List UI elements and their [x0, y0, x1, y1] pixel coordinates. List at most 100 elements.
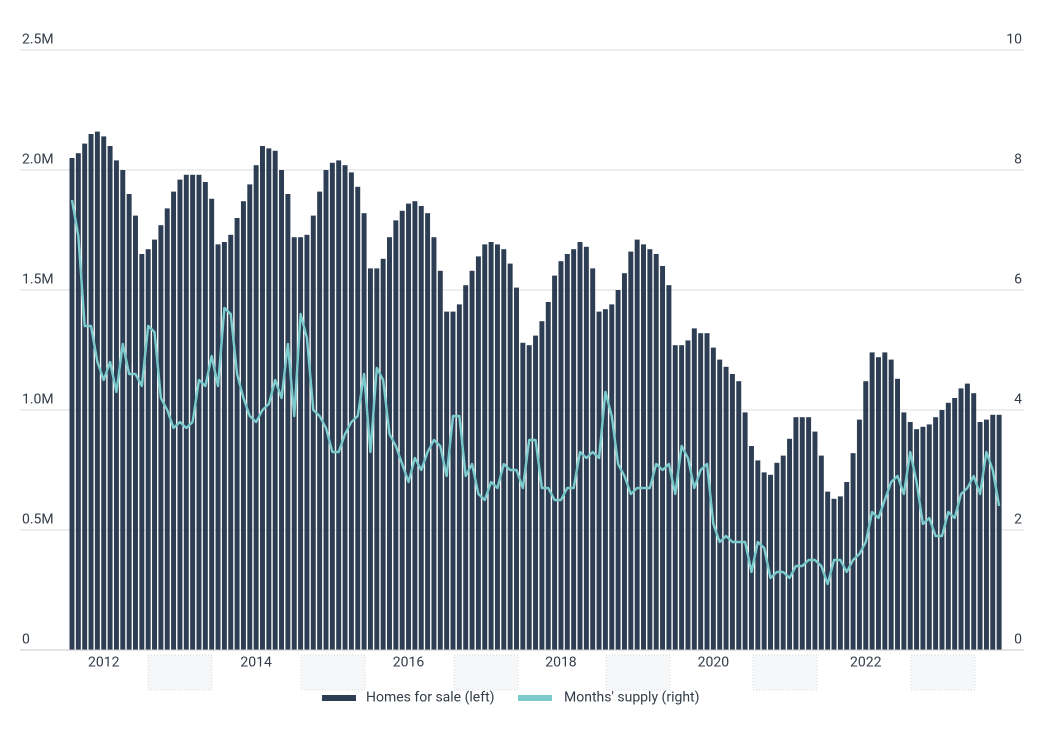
x-tick-label: 2020	[698, 655, 730, 671]
y-tick-label: 2.0M	[22, 152, 54, 168]
bar	[971, 393, 977, 650]
bar	[761, 472, 767, 650]
bar	[279, 170, 285, 650]
bar	[799, 417, 805, 650]
bar	[609, 304, 615, 650]
y-tick-label: 1.0M	[22, 392, 54, 408]
bar	[418, 206, 424, 650]
bar	[964, 383, 970, 650]
bar	[977, 422, 983, 650]
x-tick-label: 2014	[240, 655, 272, 671]
bar	[945, 402, 951, 650]
bar	[450, 311, 456, 650]
bar	[399, 210, 405, 651]
bar	[88, 134, 94, 650]
bar	[837, 496, 843, 650]
bar	[266, 148, 272, 650]
bar	[240, 201, 246, 650]
bar	[742, 412, 748, 650]
bar	[831, 498, 837, 650]
bar	[571, 249, 577, 650]
bar	[196, 174, 202, 651]
legend-label: Months' supply (right)	[564, 690, 700, 706]
bar	[818, 455, 824, 650]
bar	[710, 347, 716, 650]
bar	[202, 182, 208, 650]
bar	[209, 198, 215, 651]
bar	[488, 242, 494, 650]
placeholder-box	[605, 654, 671, 691]
x-tick-label: 2018	[545, 655, 577, 671]
bar	[863, 381, 869, 650]
bar	[101, 136, 107, 650]
bar	[456, 304, 462, 650]
bar	[126, 194, 132, 650]
y2-tick-label: 6	[1014, 272, 1022, 288]
placeholder-box	[147, 654, 213, 691]
legend-label: Homes for sale (left)	[366, 690, 495, 706]
bar	[755, 460, 761, 650]
y-tick-label: 0.5M	[22, 512, 54, 528]
bar	[907, 422, 913, 650]
bar	[926, 424, 932, 650]
bar	[774, 462, 780, 650]
bar	[177, 179, 183, 650]
bar	[704, 333, 710, 650]
bar	[260, 146, 265, 650]
bar	[958, 388, 964, 650]
bar	[412, 201, 418, 650]
x-tick-label: 2016	[393, 655, 425, 671]
bar	[342, 165, 348, 650]
bar	[888, 359, 894, 650]
bar	[685, 340, 691, 650]
bar	[875, 357, 881, 650]
bar	[107, 146, 113, 650]
y-tick-label: 1.5M	[22, 272, 54, 288]
bar	[475, 256, 481, 650]
bar	[990, 414, 996, 650]
bar	[285, 194, 291, 650]
y2-tick-label: 2	[1014, 512, 1022, 528]
bar	[577, 242, 583, 650]
bar	[425, 213, 431, 650]
bar	[901, 412, 907, 650]
bar	[272, 150, 278, 651]
bar	[844, 482, 850, 650]
bar	[533, 335, 539, 650]
bar	[660, 266, 666, 650]
bar	[298, 237, 304, 650]
bar	[228, 234, 234, 651]
bar	[234, 218, 240, 650]
bar	[431, 237, 437, 650]
bar	[69, 158, 75, 650]
bar	[113, 160, 119, 650]
bar	[653, 254, 659, 650]
x-tick-label: 2012	[88, 655, 120, 671]
bar	[723, 366, 729, 650]
bar	[768, 474, 773, 650]
bar	[444, 311, 450, 650]
bar	[952, 398, 958, 650]
placeholder-box	[300, 654, 366, 691]
bar	[996, 414, 1002, 650]
bar	[507, 263, 513, 650]
bar	[698, 333, 704, 650]
bar	[253, 165, 259, 650]
bar	[920, 426, 926, 650]
bar	[317, 191, 323, 650]
bar	[729, 374, 735, 650]
bar	[602, 309, 608, 650]
bar	[139, 254, 145, 650]
bar	[552, 275, 558, 650]
bar	[939, 410, 945, 650]
bar	[374, 268, 380, 650]
bar	[367, 268, 373, 650]
legend-swatch	[518, 695, 552, 701]
bar	[469, 270, 475, 650]
bar	[380, 258, 386, 650]
bar	[304, 234, 310, 651]
bar	[221, 242, 227, 650]
bar	[634, 239, 640, 650]
y-tick-label: 2.5M	[22, 32, 54, 48]
